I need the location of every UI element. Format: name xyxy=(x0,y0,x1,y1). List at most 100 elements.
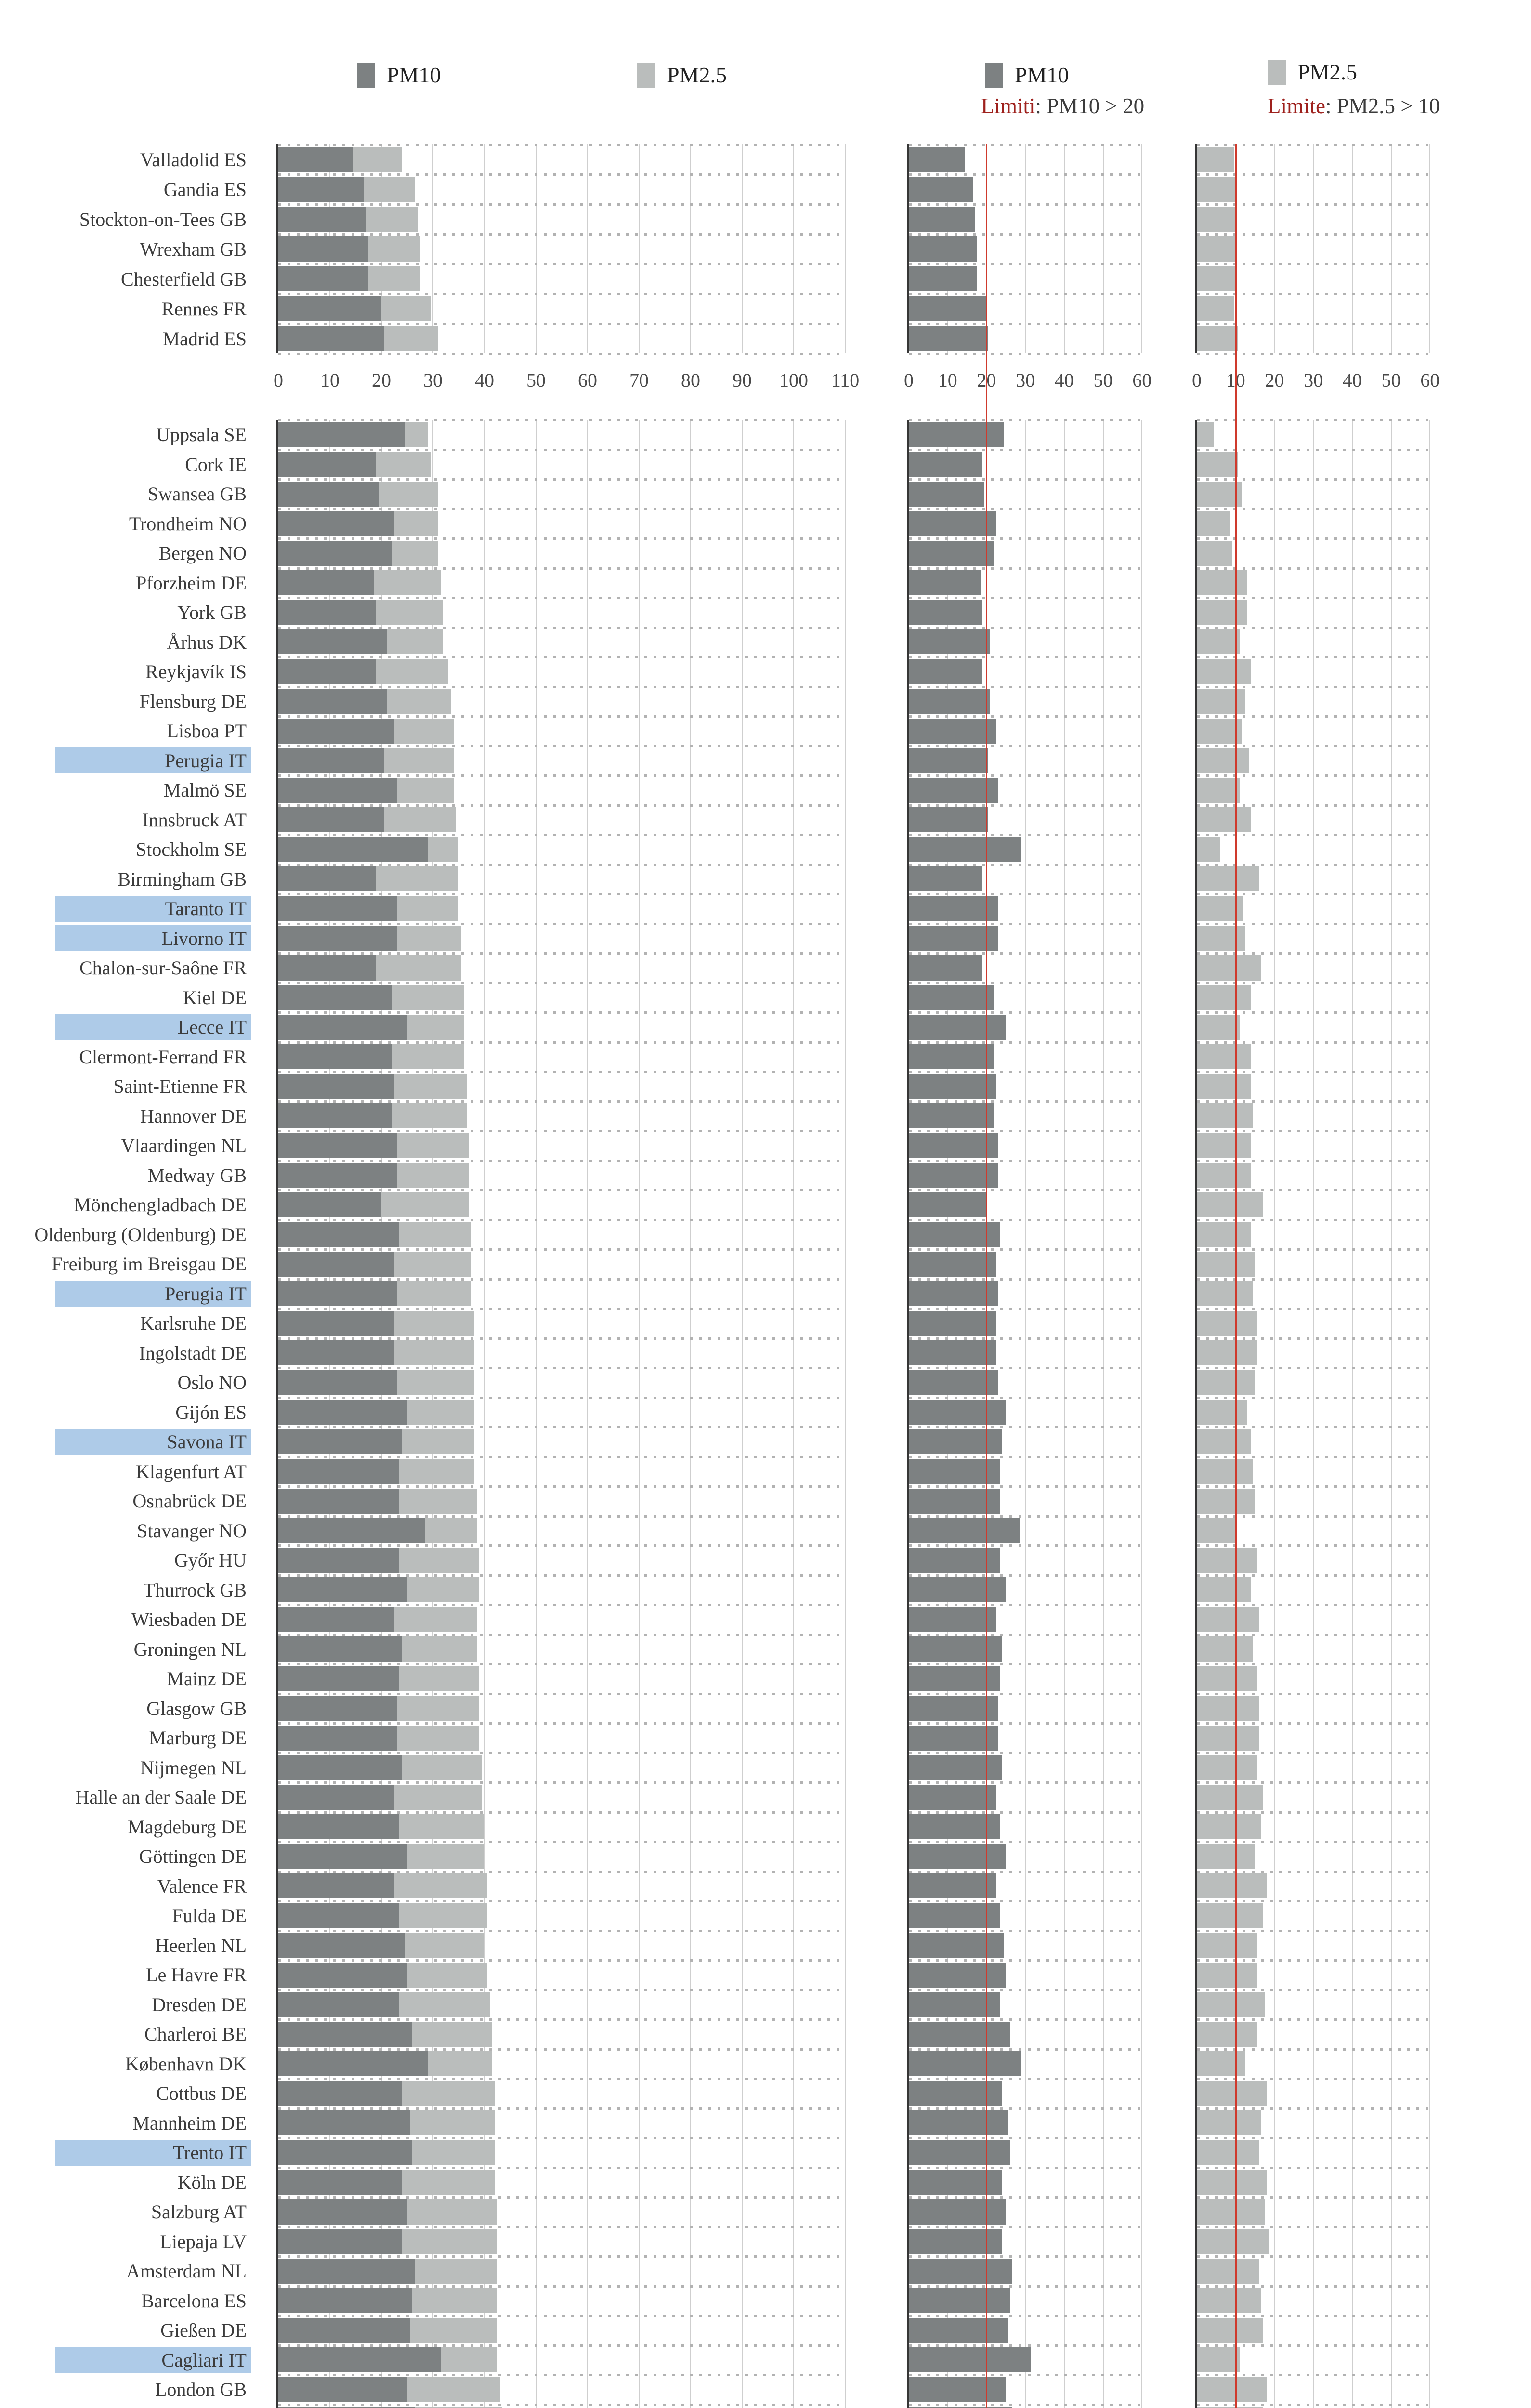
tick-label: 30 xyxy=(1304,369,1323,391)
chart-row: Saint-Etienne FR xyxy=(0,1072,1531,1101)
bar-pm25 xyxy=(1197,452,1238,477)
row-separator xyxy=(909,1870,1142,1873)
row-separator xyxy=(1197,1752,1430,1754)
tick-label: 40 xyxy=(1342,369,1362,391)
row-separator xyxy=(278,2255,845,2258)
row-separator xyxy=(1197,508,1430,510)
row-separator xyxy=(909,1959,1142,1962)
row-separator xyxy=(909,2225,1142,2228)
bar-pm10-stacked xyxy=(278,1073,394,1099)
row-separator xyxy=(1197,1396,1430,1399)
row-separator xyxy=(278,834,845,836)
bar-pm25 xyxy=(1197,540,1232,566)
bar-pm10 xyxy=(909,748,989,773)
bar-pm10-stacked xyxy=(278,1192,381,1217)
row-separator xyxy=(278,1781,845,1784)
row-separator xyxy=(278,508,845,510)
pm10-limit-note: Limiti: PM10 > 20 xyxy=(981,92,1144,119)
gridline xyxy=(1141,420,1143,2408)
row-separator xyxy=(278,1692,845,1695)
bar-pm25 xyxy=(1197,1370,1256,1395)
row-separator xyxy=(278,893,845,895)
bar-pm10 xyxy=(909,926,998,951)
bar-pm10 xyxy=(909,1903,1000,1928)
row-separator xyxy=(909,863,1142,866)
bar-pm25-stacked xyxy=(397,1725,480,1751)
city-label: Clermont-Ferrand FR xyxy=(79,1046,247,1068)
tick-label: 50 xyxy=(526,369,546,391)
row-separator xyxy=(278,1574,845,1577)
row-separator xyxy=(1197,1159,1430,1162)
bar-pm10 xyxy=(909,1163,998,1188)
chart-row: Amsterdam NL xyxy=(0,2256,1531,2286)
row-separator xyxy=(1197,922,1430,925)
chart-row: Gießen DE xyxy=(0,2316,1531,2345)
row-separator xyxy=(909,2137,1142,2139)
row-separator xyxy=(909,1011,1142,1014)
bar-pm25-stacked xyxy=(407,1844,484,1869)
bar-pm10-stacked xyxy=(278,422,405,447)
city-label: Dresden DE xyxy=(152,1993,247,2015)
chart-row: Taranto IT xyxy=(0,894,1531,924)
chart-row: Thurrock GB xyxy=(0,1575,1531,1605)
bar-pm25 xyxy=(1197,1933,1257,1958)
row-separator xyxy=(1197,715,1430,718)
row-separator xyxy=(909,203,1142,206)
bar-pm25-stacked xyxy=(384,807,457,833)
chart-row: Swansea GB xyxy=(0,479,1531,509)
bar-pm25 xyxy=(1197,570,1247,596)
city-label: Stavanger NO xyxy=(137,1519,247,1542)
bar-pm10-stacked xyxy=(278,926,397,951)
city-label: Göttingen DE xyxy=(139,1845,247,1868)
gridline xyxy=(587,420,588,2408)
row-separator xyxy=(909,419,1142,421)
chart-row: Trondheim NO xyxy=(0,509,1531,539)
bar-pm25 xyxy=(1197,1992,1265,2017)
bar-pm10 xyxy=(909,2170,1002,2195)
row-separator xyxy=(278,1604,845,1606)
bar-pm10-stacked xyxy=(278,481,379,507)
row-separator xyxy=(1197,1278,1430,1281)
pm25-swatch-icon xyxy=(1268,60,1286,85)
bar-pm10-stacked xyxy=(278,452,377,477)
main-cities-chart: Uppsala SE Cork IE Swansea GB Trondheim NO B… xyxy=(0,419,1531,2408)
chart-row: Marburg DE xyxy=(0,1723,1531,1753)
row-separator xyxy=(278,982,845,984)
tick-label: 0 xyxy=(904,369,914,391)
row-separator xyxy=(1197,1218,1430,1221)
row-separator xyxy=(909,2048,1142,2051)
gridline xyxy=(587,144,588,353)
bar-pm25 xyxy=(1197,1873,1267,1899)
pm25-limit-note: Limite: PM2.5 > 10 xyxy=(1268,92,1440,119)
chart-row: København DK xyxy=(0,2049,1531,2079)
bar-pm10 xyxy=(909,807,989,833)
bar-pm10-stacked xyxy=(278,1666,400,1691)
row-separator xyxy=(278,1308,845,1310)
bar-pm25 xyxy=(1197,1547,1257,1573)
bar-pm25-stacked xyxy=(366,207,418,232)
bar-pm25 xyxy=(1197,1222,1251,1247)
row-separator xyxy=(909,2107,1142,2110)
row-separator xyxy=(909,537,1142,540)
chart-row: Wiesbaden DE xyxy=(0,1605,1531,1635)
city-label: Cagliari IT xyxy=(161,2349,247,2371)
row-separator xyxy=(1197,1633,1430,1636)
row-separator xyxy=(909,922,1142,925)
bar-pm25-stacked xyxy=(376,600,444,625)
row-separator xyxy=(278,2166,845,2169)
gridline xyxy=(1313,420,1314,2408)
bar-pm10-stacked xyxy=(278,2170,402,2195)
bar-pm10 xyxy=(909,570,981,596)
bar-pm10 xyxy=(909,1962,1006,1988)
row-separator xyxy=(909,2196,1142,2199)
row-separator xyxy=(278,263,845,265)
bar-pm10 xyxy=(909,2288,1010,2314)
bar-pm25 xyxy=(1197,2317,1263,2343)
bar-pm10 xyxy=(909,866,983,892)
row-separator xyxy=(1197,1308,1430,1310)
italy-highlight xyxy=(55,925,251,952)
city-label: Glasgow GB xyxy=(146,1697,247,1719)
row-separator xyxy=(909,1426,1142,1428)
row-separator xyxy=(1197,1189,1430,1191)
bar-pm10-stacked xyxy=(278,1340,394,1366)
